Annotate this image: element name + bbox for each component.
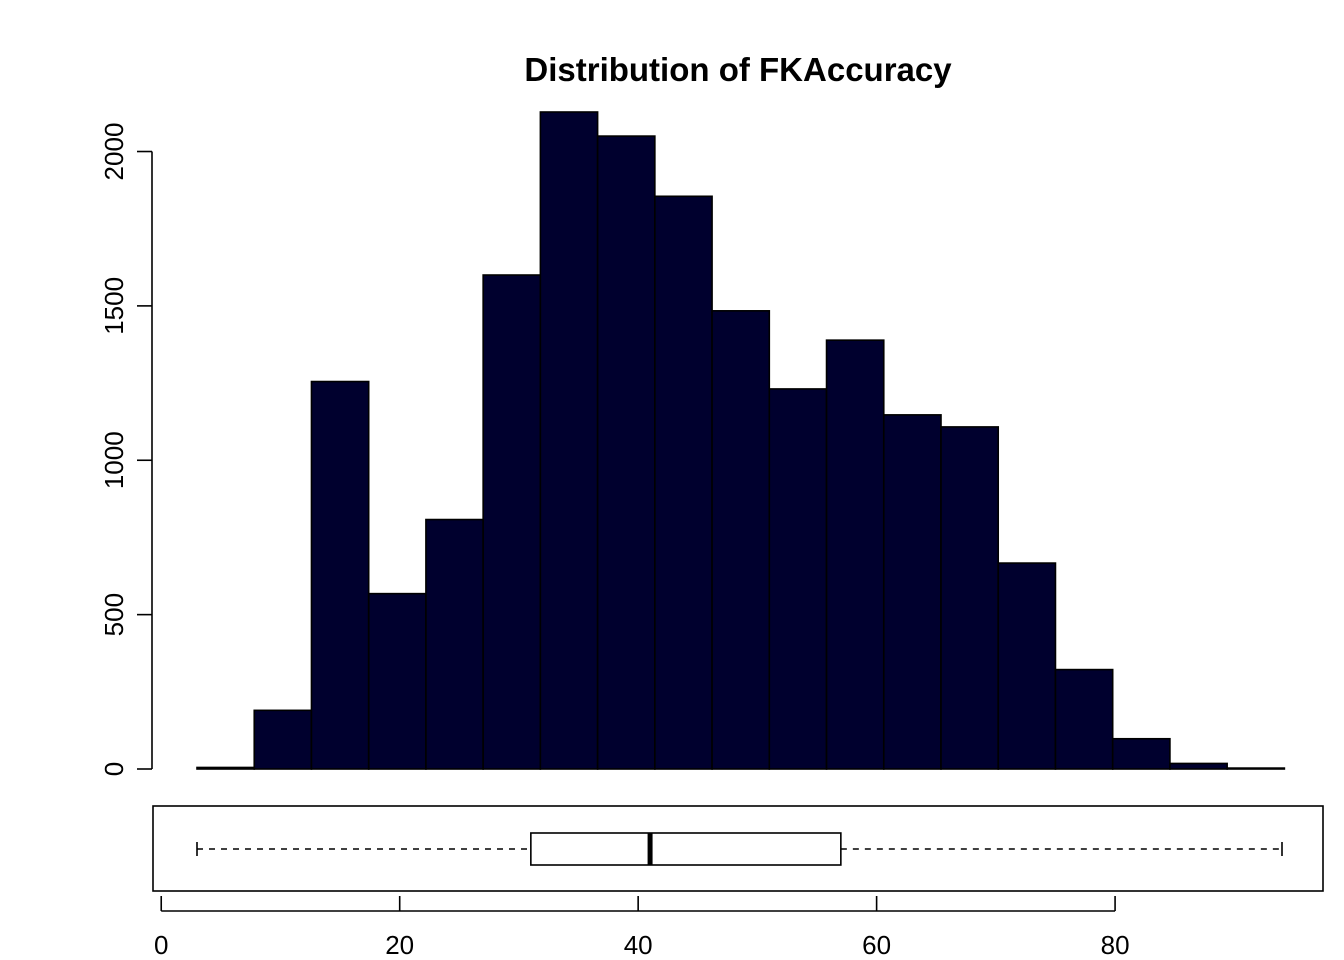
histogram-bar	[1169, 762, 1228, 770]
histogram-bar	[882, 414, 942, 770]
histogram-bar	[1226, 767, 1286, 770]
y-tick-label: 500	[99, 593, 129, 636]
histogram-bar	[482, 274, 542, 770]
histogram-bar	[310, 380, 370, 770]
x-tick-label: 20	[385, 930, 414, 960]
histogram-bar	[711, 310, 771, 770]
y-tick-label: 0	[99, 762, 129, 776]
histogram-bar	[253, 709, 313, 770]
histogram-bars	[196, 111, 1286, 770]
x-tick-label: 40	[624, 930, 653, 960]
histogram-bar	[367, 592, 427, 770]
boxplot-frame	[152, 805, 1324, 892]
y-tick-label: 1500	[99, 277, 129, 335]
y-axis: 0 500 1000 1500 2000	[99, 123, 153, 776]
boxplot	[152, 805, 1324, 892]
histogram-bar	[425, 518, 484, 770]
x-tick-label: 60	[862, 930, 891, 960]
histogram-bar	[539, 111, 599, 770]
chart-title: Distribution of FKAccuracy	[524, 51, 952, 88]
x-tick-label: 80	[1101, 930, 1130, 960]
x-tick-label: 0	[154, 930, 168, 960]
histogram-bar	[1111, 737, 1171, 770]
histogram-bar	[596, 135, 656, 770]
y-tick-label: 1000	[99, 431, 129, 489]
y-tick-label: 2000	[99, 123, 129, 181]
histogram-bar	[196, 766, 256, 770]
histogram-bar	[768, 388, 828, 770]
histogram-bar	[940, 426, 1000, 770]
histogram-bar	[997, 562, 1057, 770]
boxplot-box	[530, 832, 842, 866]
histogram-bar	[654, 195, 713, 770]
histogram-bar	[1054, 668, 1114, 770]
x-axis: 0 20 40 60 80	[154, 896, 1130, 960]
histogram-bar	[825, 339, 885, 770]
